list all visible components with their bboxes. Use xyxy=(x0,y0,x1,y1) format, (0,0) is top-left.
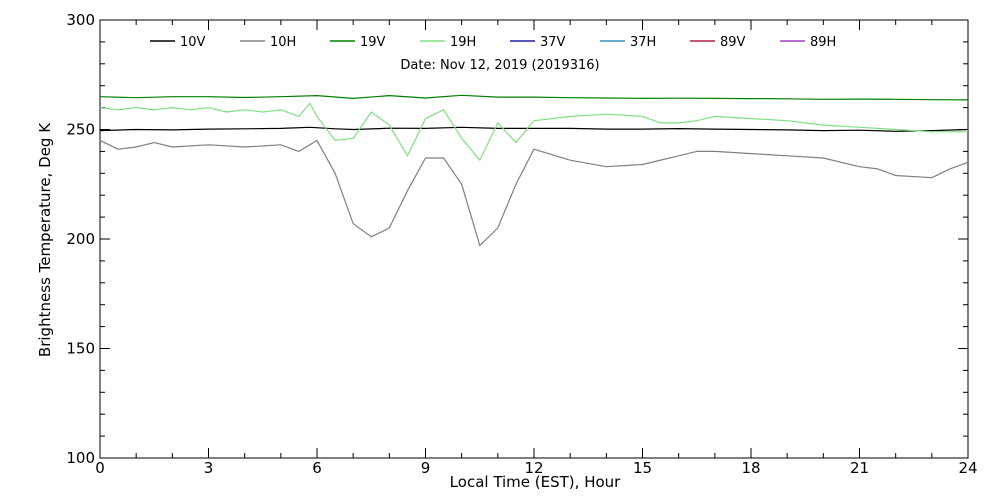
legend-label-10v: 10V xyxy=(180,35,206,50)
x-tick-label: 12 xyxy=(524,459,543,477)
axis-ticks: 0 3 6 9 12 15 18 21 24 100 150 200 250 300 xyxy=(66,11,977,477)
legend: 10V 10H 19V 19H 37V 37H 89V 89H xyxy=(150,35,836,50)
x-tick-label: 15 xyxy=(633,459,652,477)
y-tick-label: 150 xyxy=(66,340,95,358)
x-axis-title: Local Time (EST), Hour xyxy=(450,473,621,491)
x-tick-label: 24 xyxy=(958,459,977,477)
legend-label-89h: 89H xyxy=(810,35,836,50)
legend-label-37v: 37V xyxy=(540,35,566,50)
x-tick-label: 9 xyxy=(421,459,431,477)
y-axis-title: Brightness Temperature, Deg K xyxy=(36,122,54,357)
y-tick-label: 300 xyxy=(66,11,95,29)
x-tick-label: 21 xyxy=(850,459,869,477)
legend-label-89v: 89V xyxy=(720,35,746,50)
y-tick-label: 100 xyxy=(66,449,95,467)
series-line-10v xyxy=(99,126,969,132)
series-line-19h xyxy=(99,102,968,161)
plot-frame xyxy=(99,19,969,459)
x-tick-label: 6 xyxy=(312,459,322,477)
legend-label-19h: 19H xyxy=(450,35,476,50)
date-label: Date: Nov 12, 2019 (2019316) xyxy=(400,58,599,73)
y-tick-label: 200 xyxy=(66,230,95,248)
x-tick-label: 0 xyxy=(95,459,105,477)
legend-label-10h: 10H xyxy=(270,35,296,50)
x-tick-label: 3 xyxy=(204,459,214,477)
legend-label-37h: 37H xyxy=(630,35,656,50)
x-tick-label: 18 xyxy=(741,459,760,477)
series-line-19v xyxy=(99,94,969,101)
y-tick-label: 250 xyxy=(66,121,95,139)
series-line-10h xyxy=(99,139,969,247)
legend-label-19v: 19V xyxy=(360,35,386,50)
series-lines xyxy=(99,94,969,247)
